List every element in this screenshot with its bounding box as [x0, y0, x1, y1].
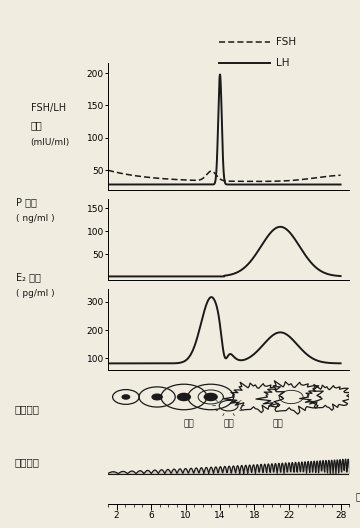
Text: 天: 天 — [355, 491, 360, 501]
Ellipse shape — [152, 394, 162, 400]
Text: ( pg/ml ): ( pg/ml ) — [16, 289, 55, 298]
Text: 含量: 含量 — [31, 120, 42, 130]
Text: 黄体: 黄体 — [273, 419, 283, 428]
Text: ( ng/ml ): ( ng/ml ) — [16, 214, 55, 223]
Ellipse shape — [177, 393, 190, 401]
Text: 排卵: 排卵 — [223, 419, 234, 428]
Text: FSH: FSH — [276, 37, 296, 48]
Text: FSH/LH: FSH/LH — [31, 103, 66, 113]
Text: E₂ 含量: E₂ 含量 — [16, 272, 41, 282]
Ellipse shape — [122, 395, 130, 399]
Text: (mIU/ml): (mIU/ml) — [31, 137, 70, 147]
Text: 子宫内膜: 子宫内膜 — [14, 458, 39, 467]
Ellipse shape — [204, 393, 217, 401]
Text: 卵泡: 卵泡 — [183, 419, 194, 428]
Text: P 含量: P 含量 — [16, 197, 37, 207]
Text: LH: LH — [276, 58, 289, 68]
Text: 卵巢周期: 卵巢周期 — [14, 404, 39, 414]
